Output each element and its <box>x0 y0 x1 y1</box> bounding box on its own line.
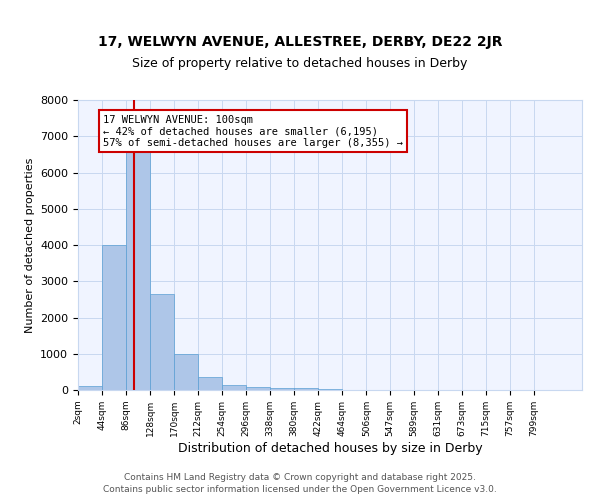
Text: Size of property relative to detached houses in Derby: Size of property relative to detached ho… <box>133 58 467 70</box>
Text: Contains HM Land Registry data © Crown copyright and database right 2025.: Contains HM Land Registry data © Crown c… <box>124 472 476 482</box>
Bar <box>222 384 246 390</box>
Bar <box>198 378 222 390</box>
Bar <box>270 388 294 390</box>
Bar <box>294 388 318 390</box>
Text: Contains public sector information licensed under the Open Government Licence v3: Contains public sector information licen… <box>103 485 497 494</box>
Bar <box>102 245 126 390</box>
Bar <box>174 354 198 390</box>
Text: 17 WELWYN AVENUE: 100sqm
← 42% of detached houses are smaller (6,195)
57% of sem: 17 WELWYN AVENUE: 100sqm ← 42% of detach… <box>103 114 403 148</box>
Bar <box>150 294 174 390</box>
Bar <box>126 151 150 390</box>
Text: 17, WELWYN AVENUE, ALLESTREE, DERBY, DE22 2JR: 17, WELWYN AVENUE, ALLESTREE, DERBY, DE2… <box>98 35 502 49</box>
Bar <box>246 387 270 390</box>
Bar <box>78 386 102 390</box>
Y-axis label: Number of detached properties: Number of detached properties <box>25 158 35 332</box>
X-axis label: Distribution of detached houses by size in Derby: Distribution of detached houses by size … <box>178 442 482 454</box>
